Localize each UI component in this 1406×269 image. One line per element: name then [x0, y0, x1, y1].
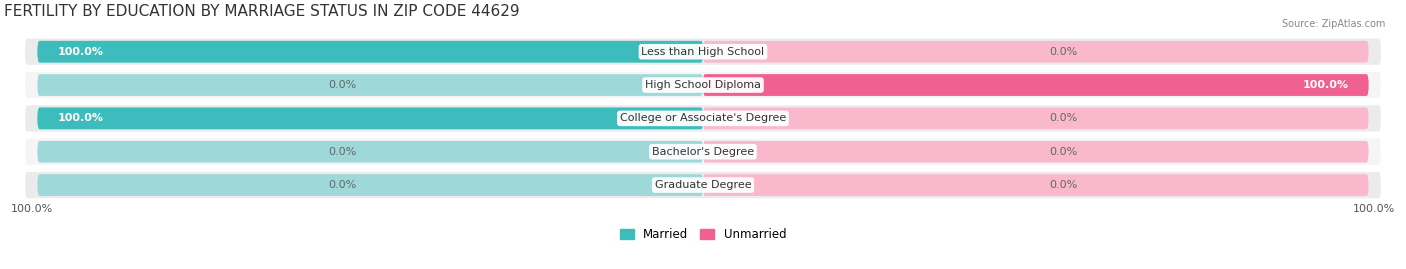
FancyBboxPatch shape — [24, 137, 1382, 166]
Text: Graduate Degree: Graduate Degree — [655, 180, 751, 190]
Text: FERTILITY BY EDUCATION BY MARRIAGE STATUS IN ZIP CODE 44629: FERTILITY BY EDUCATION BY MARRIAGE STATU… — [4, 4, 520, 19]
Text: 100.0%: 100.0% — [58, 114, 104, 123]
Text: High School Diploma: High School Diploma — [645, 80, 761, 90]
Text: College or Associate's Degree: College or Associate's Degree — [620, 114, 786, 123]
FancyBboxPatch shape — [24, 104, 1382, 133]
Text: 0.0%: 0.0% — [329, 180, 357, 190]
Text: Less than High School: Less than High School — [641, 47, 765, 57]
Text: 100.0%: 100.0% — [11, 204, 53, 214]
FancyBboxPatch shape — [703, 74, 1368, 96]
Text: 100.0%: 100.0% — [1353, 204, 1395, 214]
FancyBboxPatch shape — [24, 71, 1382, 99]
FancyBboxPatch shape — [703, 174, 1368, 196]
Text: 0.0%: 0.0% — [1049, 180, 1077, 190]
FancyBboxPatch shape — [703, 74, 1368, 96]
FancyBboxPatch shape — [38, 108, 703, 129]
FancyBboxPatch shape — [38, 174, 703, 196]
FancyBboxPatch shape — [38, 74, 703, 96]
Text: Source: ZipAtlas.com: Source: ZipAtlas.com — [1281, 19, 1385, 29]
Legend: Married, Unmarried: Married, Unmarried — [614, 223, 792, 246]
FancyBboxPatch shape — [703, 141, 1368, 162]
FancyBboxPatch shape — [38, 41, 703, 63]
FancyBboxPatch shape — [703, 41, 1368, 63]
Text: 0.0%: 0.0% — [1049, 47, 1077, 57]
FancyBboxPatch shape — [24, 38, 1382, 66]
FancyBboxPatch shape — [38, 108, 703, 129]
Text: Bachelor's Degree: Bachelor's Degree — [652, 147, 754, 157]
Text: 100.0%: 100.0% — [58, 47, 104, 57]
Text: 0.0%: 0.0% — [329, 80, 357, 90]
Text: 0.0%: 0.0% — [1049, 147, 1077, 157]
FancyBboxPatch shape — [703, 108, 1368, 129]
FancyBboxPatch shape — [38, 141, 703, 162]
FancyBboxPatch shape — [38, 41, 703, 63]
Text: 0.0%: 0.0% — [1049, 114, 1077, 123]
Text: 100.0%: 100.0% — [1302, 80, 1348, 90]
Text: 0.0%: 0.0% — [329, 147, 357, 157]
FancyBboxPatch shape — [24, 171, 1382, 199]
